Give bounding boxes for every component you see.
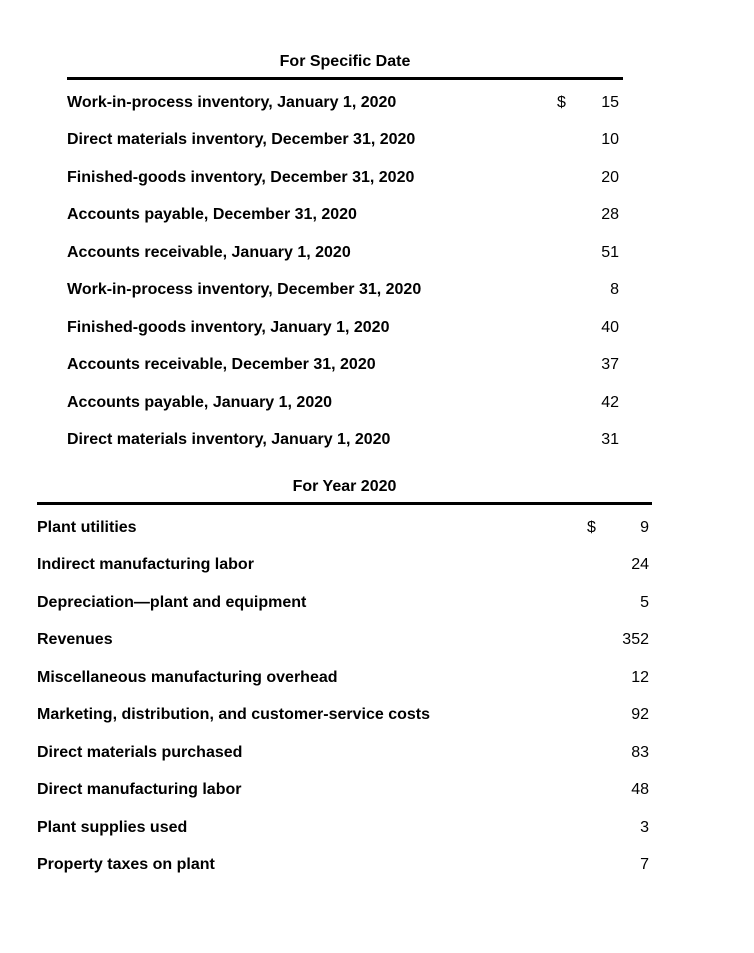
table-rows: Work-in-process inventory, January 1, 20… <box>67 80 623 459</box>
row-value: 31 <box>601 431 619 449</box>
row-value: 15 <box>601 93 619 111</box>
row-label: Direct materials inventory, December 31,… <box>67 131 416 149</box>
row-value: 8 <box>610 281 619 299</box>
table-row: Work-in-process inventory, January 1, 20… <box>67 84 623 122</box>
row-label: Indirect manufacturing labor <box>37 556 254 574</box>
table-row: Plant utilities $ 9 <box>37 509 652 547</box>
table-row: Accounts payable, January 1, 2020 42 <box>67 384 623 422</box>
row-value: 352 <box>622 631 649 649</box>
row-label: Direct materials purchased <box>37 743 243 761</box>
table-row: Direct materials inventory, December 31,… <box>67 122 623 160</box>
row-label: Direct materials inventory, January 1, 2… <box>67 431 391 449</box>
table-year-2020: For Year 2020 Plant utilities $ 9 Indire… <box>37 477 652 884</box>
row-value: 42 <box>601 393 619 411</box>
table-row: Accounts payable, December 31, 2020 28 <box>67 197 623 235</box>
table-row: Property taxes on plant 7 <box>37 847 652 885</box>
row-value: 3 <box>640 818 649 836</box>
row-value: 7 <box>640 856 649 874</box>
row-value: 48 <box>631 781 649 799</box>
table-specific-date: For Specific Date Work-in-process invent… <box>67 52 623 459</box>
row-label: Work-in-process inventory, December 31, … <box>67 281 422 299</box>
row-label: Plant utilities <box>37 518 137 536</box>
row-label: Direct manufacturing labor <box>37 781 242 799</box>
row-value: 40 <box>601 318 619 336</box>
row-value: 51 <box>601 243 619 261</box>
table-row: Marketing, distribution, and customer-se… <box>37 697 652 735</box>
table-row: Revenues 352 <box>37 622 652 660</box>
row-value: 83 <box>631 743 649 761</box>
table-row: Direct materials purchased 83 <box>37 734 652 772</box>
row-label: Work-in-process inventory, January 1, 20… <box>67 93 397 111</box>
table-row: Plant supplies used 3 <box>37 809 652 847</box>
row-label: Accounts payable, December 31, 2020 <box>67 206 357 224</box>
table-row: Work-in-process inventory, December 31, … <box>67 272 623 310</box>
table-title: For Year 2020 <box>37 477 652 505</box>
row-label: Accounts receivable, December 31, 2020 <box>67 356 376 374</box>
table-rows: Plant utilities $ 9 Indirect manufacturi… <box>37 505 652 884</box>
row-value: 12 <box>631 668 649 686</box>
row-value: 5 <box>640 593 649 611</box>
currency-symbol: $ <box>587 518 596 536</box>
row-label: Marketing, distribution, and customer-se… <box>37 706 430 724</box>
row-value: 37 <box>601 356 619 374</box>
table-row: Direct manufacturing labor 48 <box>37 772 652 810</box>
row-value: 92 <box>631 706 649 724</box>
table-row: Depreciation—plant and equipment 5 <box>37 584 652 622</box>
row-value: 24 <box>631 556 649 574</box>
row-value: 10 <box>601 131 619 149</box>
row-label: Miscellaneous manufacturing overhead <box>37 668 338 686</box>
row-label: Property taxes on plant <box>37 856 215 874</box>
table-row: Miscellaneous manufacturing overhead 12 <box>37 659 652 697</box>
table-row: Direct materials inventory, January 1, 2… <box>67 422 623 460</box>
row-value: 28 <box>601 206 619 224</box>
row-label: Finished-goods inventory, December 31, 2… <box>67 168 415 186</box>
currency-symbol: $ <box>557 93 566 111</box>
table-row: Finished-goods inventory, January 1, 202… <box>67 309 623 347</box>
row-label: Revenues <box>37 631 113 649</box>
row-label: Plant supplies used <box>37 818 188 836</box>
row-value: 20 <box>601 168 619 186</box>
row-label: Finished-goods inventory, January 1, 202… <box>67 318 390 336</box>
table-row: Accounts receivable, December 31, 2020 3… <box>67 347 623 385</box>
row-value: 9 <box>640 518 649 536</box>
row-label: Accounts receivable, January 1, 2020 <box>67 243 351 261</box>
row-label: Accounts payable, January 1, 2020 <box>67 393 333 411</box>
table-row: Finished-goods inventory, December 31, 2… <box>67 159 623 197</box>
table-title: For Specific Date <box>67 52 623 80</box>
table-row: Accounts receivable, January 1, 2020 51 <box>67 234 623 272</box>
table-row: Indirect manufacturing labor 24 <box>37 547 652 585</box>
row-label: Depreciation—plant and equipment <box>37 593 307 611</box>
